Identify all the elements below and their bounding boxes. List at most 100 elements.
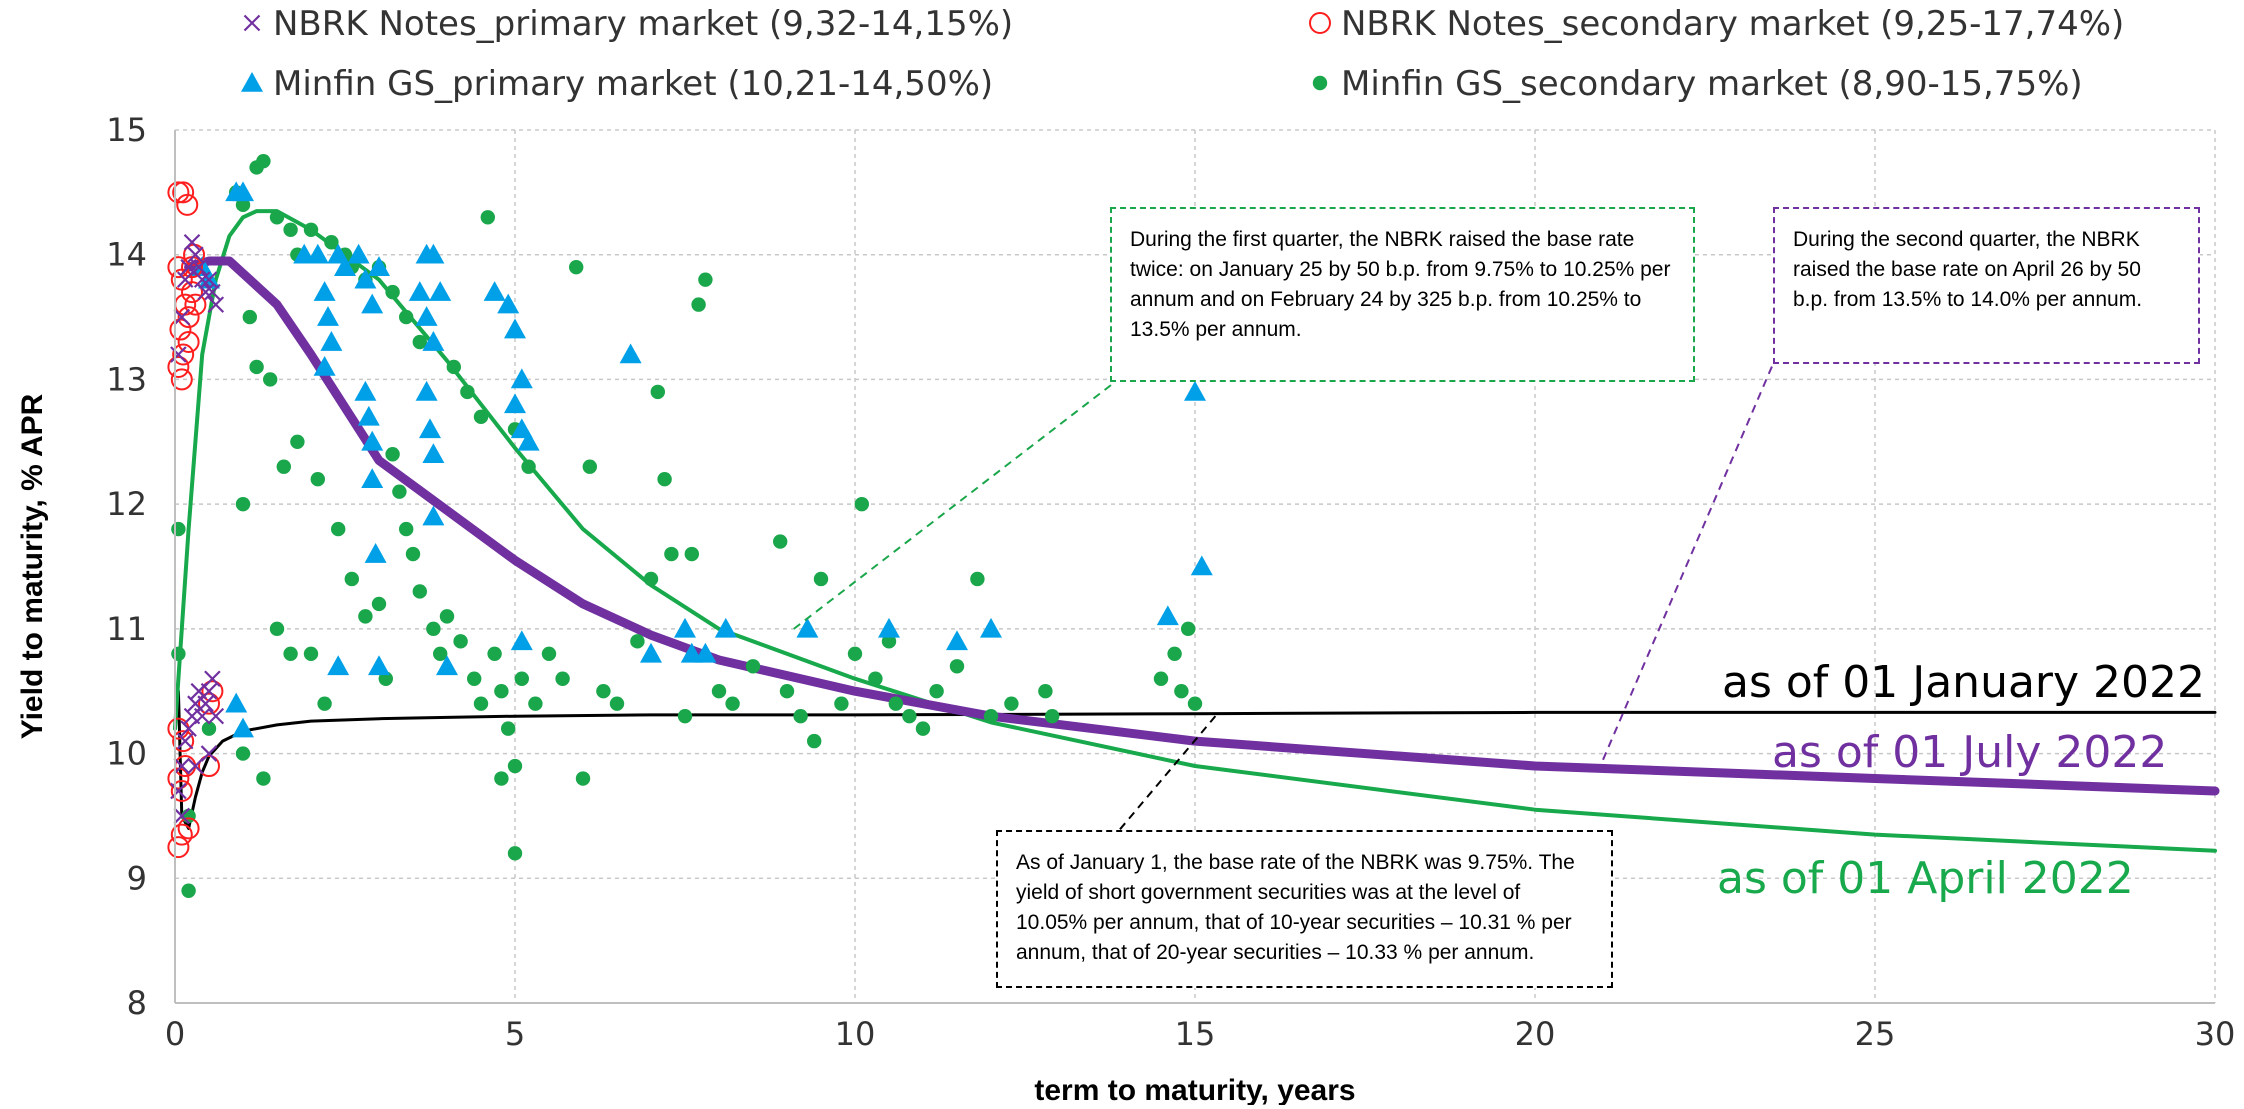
point-dot	[385, 447, 400, 462]
point-dot	[439, 609, 455, 624]
point-x	[204, 670, 221, 688]
point-dot	[528, 696, 543, 711]
point-dot	[1153, 671, 1169, 686]
point-open-circle	[167, 836, 190, 859]
point-triangle	[408, 281, 431, 301]
legend-entry: NBRK Notes_primary market (9,32-14,15%)	[243, 4, 1013, 44]
legend-label: NBRK Notes_primary market (9,32-14,15%)	[273, 4, 1013, 44]
x-marker-stroke	[193, 707, 211, 725]
point-triangle	[368, 655, 390, 676]
point-open-circle	[181, 281, 203, 304]
x-marker-stroke	[176, 732, 194, 750]
x-marker-stroke	[200, 745, 218, 762]
point-x	[170, 346, 187, 363]
point-dot	[711, 684, 727, 699]
legend-entry: Minfin GS_secondary market (8,90-15,75%)	[1312, 64, 2083, 104]
x-marker-stroke	[200, 271, 218, 288]
point-open-circle	[172, 730, 195, 753]
point-open-circle	[184, 293, 207, 316]
point-triangle	[674, 617, 696, 638]
point-dot	[405, 546, 421, 562]
point-triangle	[422, 331, 445, 351]
x-tick-label: 25	[1855, 1015, 1896, 1053]
point-dot	[358, 609, 373, 624]
point-triangle	[364, 543, 387, 563]
point-triangle	[422, 243, 445, 264]
legend-marker-triangle	[241, 72, 263, 92]
point-dot	[263, 372, 278, 387]
x-marker-stroke	[173, 807, 191, 825]
point-dot	[317, 696, 332, 711]
point-open-circle	[167, 355, 190, 378]
point-dot	[467, 671, 482, 686]
point-triangle	[327, 655, 350, 676]
axes: 0 5 10 15 20 25 30 8 9 10 11 12 13 14 15 term to maturi…	[16, 111, 2236, 1107]
y-tick-label: 10	[106, 735, 147, 773]
yield-curves	[173, 209, 2220, 853]
x-marker-stroke	[187, 246, 204, 263]
point-triangle	[232, 717, 254, 738]
point-dot	[235, 496, 251, 512]
point-triangle	[946, 630, 968, 651]
y-tick-label: 9	[127, 859, 147, 897]
point-triangle	[640, 642, 662, 663]
point-triangle	[796, 617, 819, 638]
x-marker-stroke	[170, 346, 187, 363]
point-dot	[473, 696, 489, 711]
x-tick-label: 20	[1515, 1015, 1556, 1053]
point-x	[200, 745, 218, 762]
point-dot	[725, 696, 740, 711]
point-dot	[773, 534, 788, 549]
point-dot	[793, 708, 808, 724]
point-x	[204, 283, 221, 301]
point-dot	[171, 521, 186, 537]
x-marker-stroke	[193, 271, 211, 288]
point-triangle	[619, 343, 642, 364]
annotation-second-quarter: During the second quarter, the NBRK rais…	[1773, 207, 2200, 364]
point-dot	[1174, 684, 1189, 699]
point-triangle	[1190, 555, 1213, 576]
point-dot	[392, 484, 407, 499]
point-triangle	[419, 418, 441, 439]
point-triangle	[361, 468, 384, 488]
point-dot	[902, 708, 917, 724]
point-dot	[399, 309, 414, 325]
legend-marker-x	[243, 14, 261, 32]
point-triangle	[504, 318, 526, 339]
point-dot	[433, 646, 448, 661]
point-triangle	[313, 281, 336, 301]
x-tick-label: 30	[2195, 1015, 2236, 1053]
point-dot	[507, 846, 523, 861]
point-open-circle	[170, 779, 193, 802]
point-triangle	[232, 181, 254, 202]
point-dot	[1167, 646, 1182, 661]
point-triangle	[415, 380, 438, 401]
point-dot	[412, 334, 427, 350]
point-dot	[269, 621, 285, 637]
legend: NBRK Notes_primary market (9,32-14,15%) N…	[241, 4, 2124, 104]
annotation-january-1: As of January 1, the base rate of the NB…	[996, 830, 1613, 988]
point-dot	[460, 384, 475, 400]
point-dot	[242, 309, 257, 325]
point-triangle	[361, 430, 384, 451]
point-open-circle	[172, 181, 195, 204]
point-triangle	[320, 331, 343, 351]
point-dot	[171, 646, 186, 661]
point-triangle	[225, 692, 248, 713]
point-x	[173, 807, 191, 825]
point-open-circle	[170, 823, 193, 846]
point-dot	[970, 571, 985, 587]
point-dot	[521, 459, 536, 474]
point-triangle	[517, 430, 540, 451]
curve-as-of-01-july-2022	[184, 256, 2220, 796]
point-dot	[256, 771, 271, 786]
point-dot	[507, 758, 523, 774]
point-open-circle	[198, 755, 220, 778]
point-open-circle	[176, 193, 199, 216]
point-triangle	[347, 243, 370, 264]
point-dot	[847, 646, 863, 661]
x-marker-stroke	[176, 271, 194, 288]
point-triangle	[980, 617, 1002, 638]
point-dot	[290, 434, 305, 449]
